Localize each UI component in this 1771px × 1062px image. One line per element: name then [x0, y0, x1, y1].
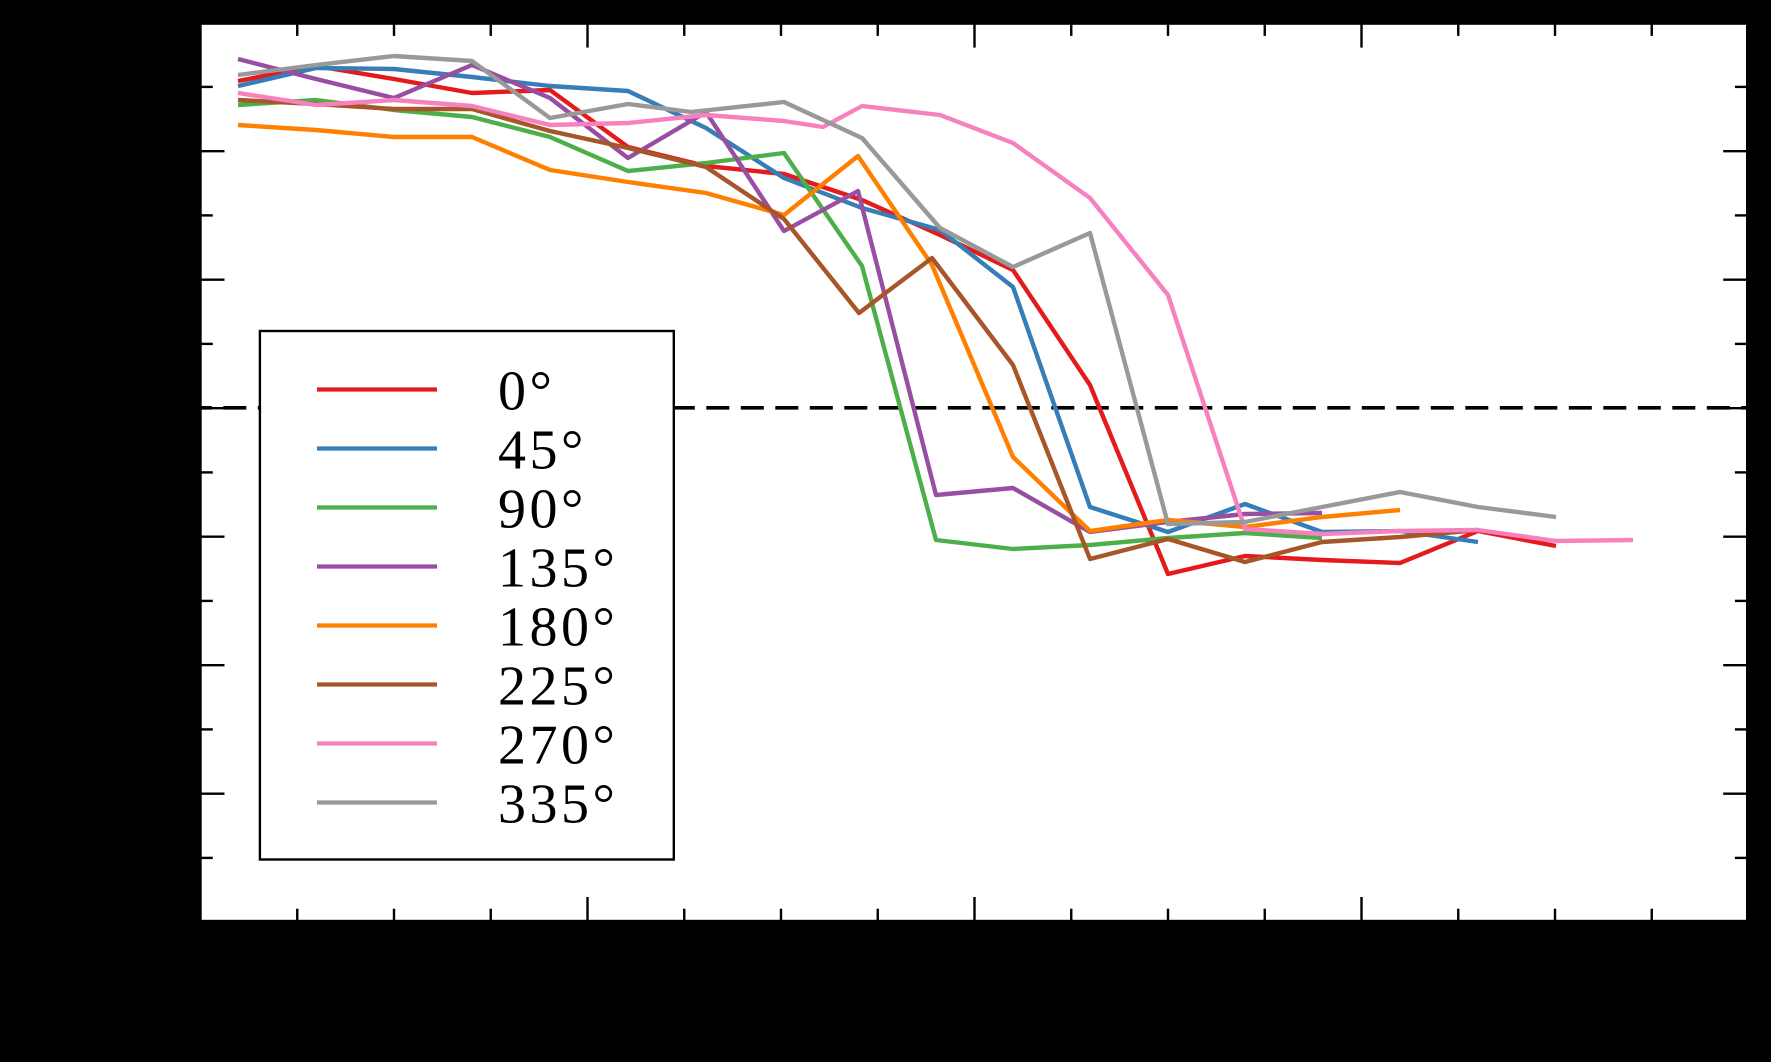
- svg-text:90°: 90°: [498, 479, 587, 541]
- svg-text:45°: 45°: [498, 420, 587, 482]
- svg-text:225°: 225°: [498, 656, 618, 718]
- svg-text:270°: 270°: [498, 715, 618, 777]
- svg-text:0°: 0°: [498, 361, 555, 423]
- svg-text:335°: 335°: [498, 774, 618, 836]
- svg-text:135°: 135°: [498, 538, 618, 600]
- svg-text:180°: 180°: [498, 597, 618, 659]
